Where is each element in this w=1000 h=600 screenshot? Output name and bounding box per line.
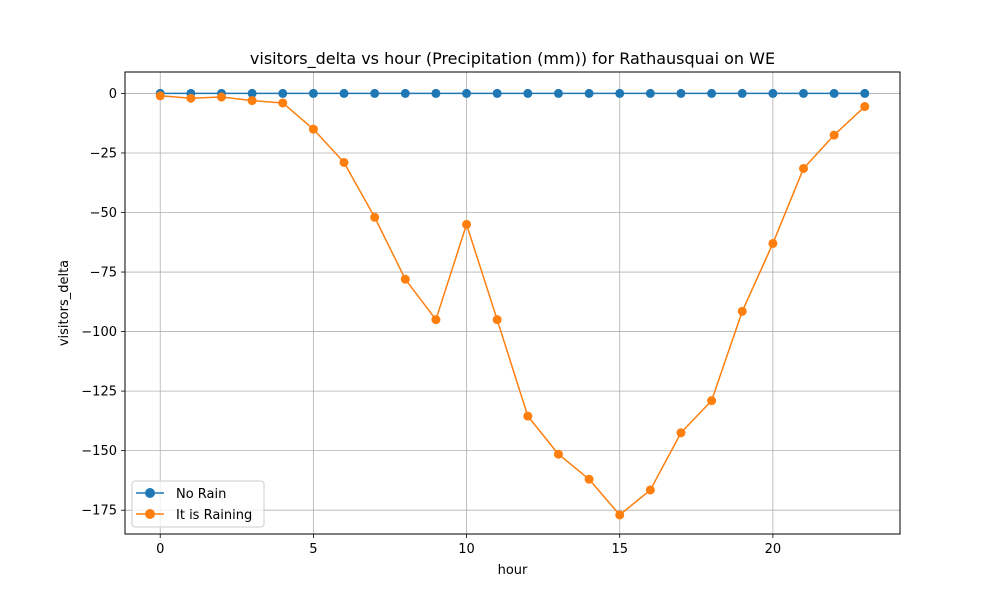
data-point-no-rain xyxy=(278,88,288,98)
data-point-no-rain xyxy=(768,88,778,98)
data-point-it-is-raining xyxy=(860,102,870,112)
data-point-no-rain xyxy=(462,88,472,98)
data-point-it-is-raining xyxy=(186,93,196,103)
x-axis-ticks: 0 5 10 15 20 xyxy=(156,534,781,557)
data-point-no-rain xyxy=(431,88,441,98)
data-point-no-rain xyxy=(523,88,533,98)
data-point-it-is-raining xyxy=(462,219,472,229)
legend-frame xyxy=(131,480,265,528)
legend: No Rain It is Raining xyxy=(131,480,265,528)
data-point-no-rain xyxy=(829,88,839,98)
data-point-no-rain xyxy=(799,88,809,98)
data-point-it-is-raining xyxy=(584,474,594,484)
x-tick-label: 5 xyxy=(309,542,317,557)
y-tick-label: −50 xyxy=(90,206,117,221)
plot-frame xyxy=(124,71,901,535)
data-point-it-is-raining xyxy=(370,212,380,222)
data-point-it-is-raining xyxy=(308,124,318,134)
legend-label-no-rain: No Rain xyxy=(176,487,226,502)
data-point-it-is-raining xyxy=(216,92,226,102)
data-point-it-is-raining xyxy=(155,91,165,101)
y-tick-label: −125 xyxy=(81,385,117,400)
data-point-it-is-raining xyxy=(707,396,717,406)
data-point-no-rain xyxy=(676,88,686,98)
data-point-it-is-raining xyxy=(799,163,809,173)
data-point-no-rain xyxy=(339,88,349,98)
data-point-it-is-raining xyxy=(676,428,686,438)
legend-label-raining: It is Raining xyxy=(176,508,252,523)
y-axis-ticks: 0 −25 −50 −75 −100 −125 −150 −175 xyxy=(81,87,125,519)
x-tick-label: 15 xyxy=(611,542,628,557)
data-point-it-is-raining xyxy=(768,238,778,248)
data-point-no-rain xyxy=(247,88,257,98)
series-line-it-is-raining xyxy=(160,95,866,516)
data-point-no-rain xyxy=(584,88,594,98)
x-axis-label: hour xyxy=(498,563,528,578)
legend-marker-no-rain xyxy=(145,488,155,498)
y-tick-label: −75 xyxy=(90,266,117,281)
legend-marker-raining xyxy=(145,509,155,519)
data-point-it-is-raining xyxy=(615,510,625,520)
data-point-it-is-raining xyxy=(339,157,349,167)
grid-lines xyxy=(125,72,900,534)
data-point-it-is-raining xyxy=(829,130,839,140)
data-point-it-is-raining xyxy=(400,274,410,284)
data-point-no-rain xyxy=(370,88,380,98)
x-tick-label: 0 xyxy=(156,542,164,557)
data-point-no-rain xyxy=(553,88,563,98)
y-tick-label: −175 xyxy=(81,504,117,519)
data-point-it-is-raining xyxy=(553,449,563,459)
y-tick-label: −150 xyxy=(81,444,117,459)
y-tick-label: 0 xyxy=(109,87,117,102)
data-point-no-rain xyxy=(400,88,410,98)
data-point-it-is-raining xyxy=(492,315,502,325)
data-point-it-is-raining xyxy=(247,96,257,106)
data-point-no-rain xyxy=(645,88,655,98)
data-point-no-rain xyxy=(860,88,870,98)
data-point-it-is-raining xyxy=(523,411,533,421)
data-point-no-rain xyxy=(492,88,502,98)
data-point-it-is-raining xyxy=(737,306,747,316)
chart-title: visitors_delta vs hour (Precipitation (m… xyxy=(250,49,775,69)
x-tick-label: 10 xyxy=(458,542,475,557)
series-lines xyxy=(155,88,870,520)
data-point-no-rain xyxy=(615,88,625,98)
x-tick-label: 20 xyxy=(765,542,782,557)
data-point-no-rain xyxy=(308,88,318,98)
y-tick-label: −25 xyxy=(90,146,117,161)
data-point-it-is-raining xyxy=(278,98,288,108)
data-point-it-is-raining xyxy=(431,315,441,325)
y-tick-label: −100 xyxy=(81,325,117,340)
y-axis-label: visitors_delta xyxy=(57,260,72,346)
data-point-no-rain xyxy=(737,88,747,98)
data-point-no-rain xyxy=(707,88,717,98)
data-point-it-is-raining xyxy=(645,485,655,495)
